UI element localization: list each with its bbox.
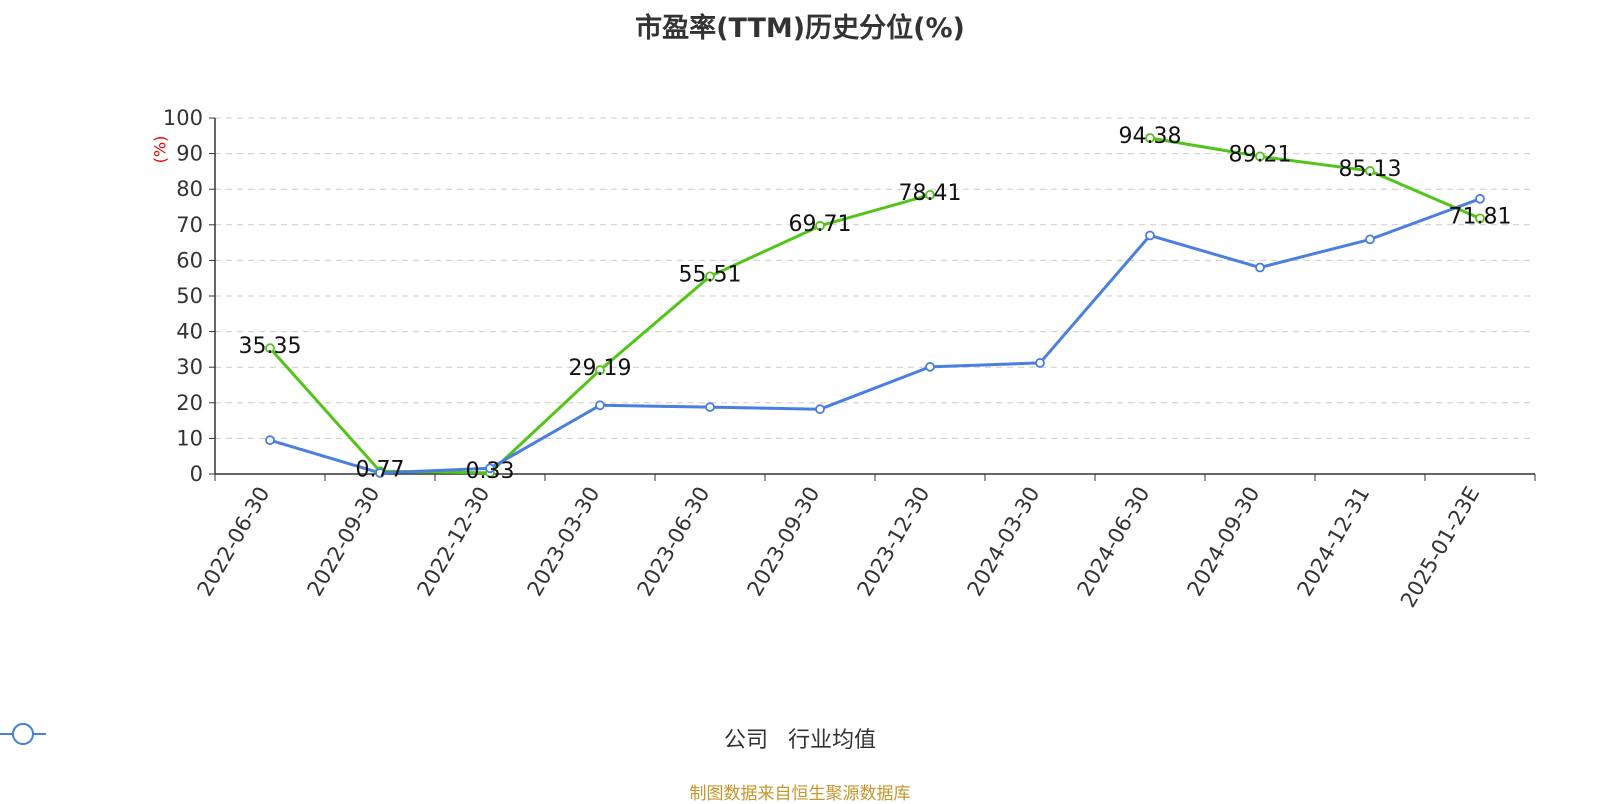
x-tick-label: 2023-09-30 xyxy=(743,483,825,601)
x-tick-label: 2024-06-30 xyxy=(1073,483,1155,601)
x-tick-label: 2022-06-30 xyxy=(193,483,275,601)
series-point-0 xyxy=(1475,213,1485,224)
y-tick-label: 90 xyxy=(176,142,203,166)
y-tick-label: 30 xyxy=(176,355,203,379)
series-point-1 xyxy=(265,435,275,446)
series-point-0 xyxy=(1255,151,1265,162)
series-point-0 xyxy=(595,365,605,375)
chart-title: 市盈率(TTM)历史分位(%) xyxy=(635,13,965,44)
x-tick-label: 2022-09-30 xyxy=(303,483,385,601)
data-label: 0.77 xyxy=(356,457,405,482)
y-tick-label: 10 xyxy=(176,426,203,450)
x-tick-label: 2024-03-30 xyxy=(963,483,1045,601)
x-tick-label: 2023-12-30 xyxy=(853,483,935,601)
legend-label-company: 公司 xyxy=(723,728,768,753)
data-label: 35.35 xyxy=(239,334,302,359)
legend: 公司 行业均值 xyxy=(0,722,1600,754)
y-tick-label: 100 xyxy=(163,106,203,130)
y-tick-label: 50 xyxy=(176,284,203,308)
legend-marker-industry-average xyxy=(0,723,46,745)
series-point-1 xyxy=(1475,193,1485,204)
series-point-1 xyxy=(1145,230,1155,241)
series-point-1 xyxy=(485,463,495,474)
series-point-1 xyxy=(925,361,935,372)
series-point-0 xyxy=(815,220,825,231)
y-tick-label: 80 xyxy=(176,177,203,201)
data-label: 94.38 xyxy=(1119,124,1182,149)
y-tick-label: 70 xyxy=(176,213,203,237)
series-point-0 xyxy=(925,189,935,200)
x-tick-label: 2023-03-30 xyxy=(523,483,605,601)
x-tick-label: 2025-01-23E xyxy=(1396,483,1484,612)
series-point-1 xyxy=(815,404,825,415)
legend-item-industry-average[interactable]: 行业均值 xyxy=(0,722,877,754)
series-point-1 xyxy=(1365,234,1375,245)
data-source-note: 制图数据来自恒生聚源数据库 xyxy=(689,784,911,804)
series-point-1 xyxy=(375,468,385,478)
series-point-0 xyxy=(705,271,715,282)
x-tick-label: 2023-06-30 xyxy=(633,483,715,601)
data-label: 89.21 xyxy=(1229,142,1292,167)
series-point-0 xyxy=(265,343,275,354)
series-point-1 xyxy=(705,402,715,412)
y-tick-label: 40 xyxy=(176,320,203,344)
data-label: 85.13 xyxy=(1339,157,1402,182)
series-line-0 xyxy=(1149,136,1481,220)
data-label: 29.19 xyxy=(569,356,632,381)
y-tick-label: 20 xyxy=(176,391,203,415)
series-point-1 xyxy=(595,400,605,411)
data-label: 55.51 xyxy=(679,262,742,287)
x-tick-label: 2022-12-30 xyxy=(413,483,495,601)
x-tick-label: 2024-09-30 xyxy=(1183,483,1265,601)
series-point-1 xyxy=(1035,358,1045,368)
legend-label-industry-average: 行业均值 xyxy=(788,728,877,753)
y-tick-label: 0 xyxy=(190,462,203,486)
legend-item-company[interactable]: 公司 xyxy=(0,722,768,754)
series-point-0 xyxy=(1365,166,1375,176)
data-label: 78.41 xyxy=(899,181,962,206)
data-label: 0.33 xyxy=(466,459,515,484)
data-label: 69.71 xyxy=(789,212,852,237)
series-point-0 xyxy=(1145,133,1155,143)
series-point-1 xyxy=(1255,262,1265,273)
data-label: 71.81 xyxy=(1449,204,1512,229)
series-line-1 xyxy=(269,197,1481,475)
y-tick-label: 60 xyxy=(176,248,203,272)
x-tick-label: 2024-12-31 xyxy=(1293,483,1375,601)
